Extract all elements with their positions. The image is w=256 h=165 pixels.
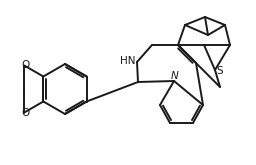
Text: N: N [171,71,179,81]
Text: HN: HN [120,56,136,66]
Text: O: O [21,109,29,118]
Text: S: S [217,66,223,76]
Text: O: O [21,60,29,69]
